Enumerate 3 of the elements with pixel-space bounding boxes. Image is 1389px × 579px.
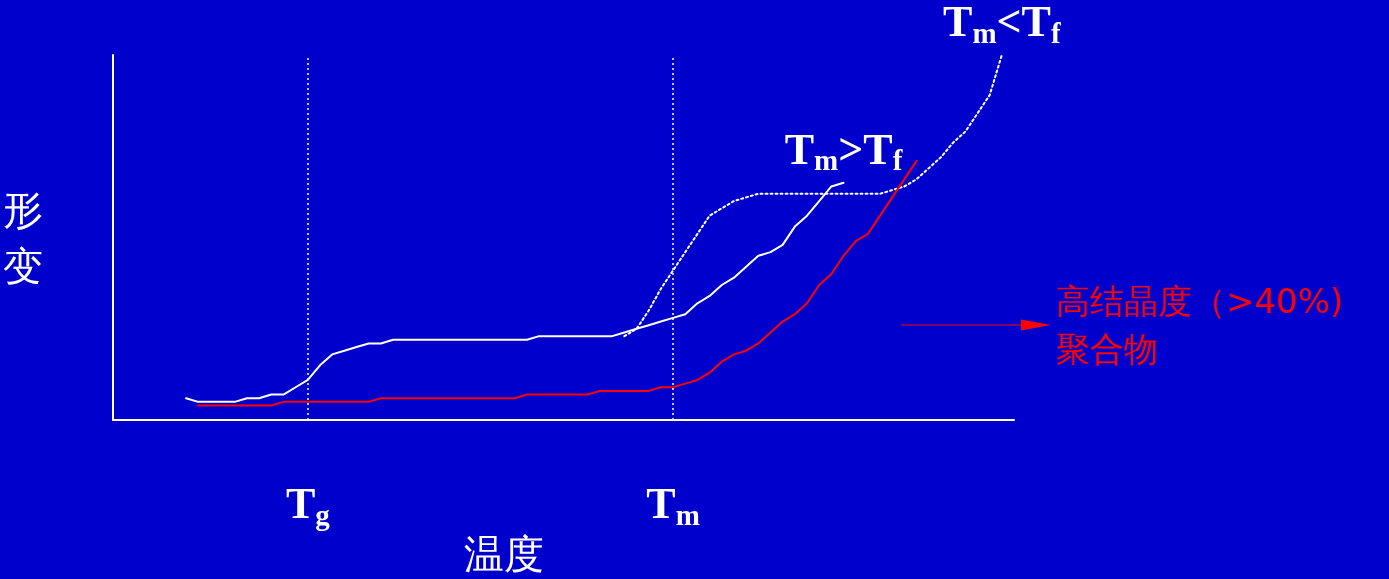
legend-label: 高结晶度（>40%) 聚合物 <box>1056 281 1355 369</box>
x-axis-title: 温度 <box>463 531 544 577</box>
y-axis-title: 形变 <box>3 186 43 289</box>
